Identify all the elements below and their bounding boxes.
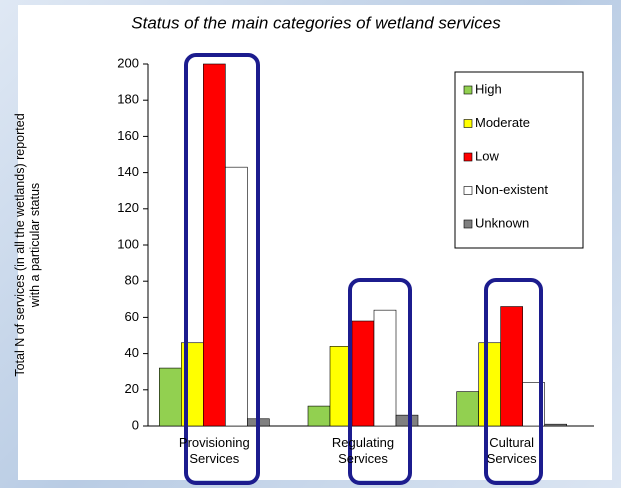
bar (225, 166, 248, 427)
highlight-box (348, 278, 412, 485)
bar (478, 342, 501, 427)
y-tick-label: 60 (125, 309, 139, 324)
legend-label: Non-existent (475, 182, 548, 197)
bar (373, 309, 397, 427)
y-tick-label: 160 (117, 128, 139, 143)
y-tick-label: 200 (117, 55, 139, 70)
highlight-box (484, 278, 543, 485)
x-tick-label: Cultural Services (486, 435, 537, 466)
chart-title: Status of the main categories of wetland… (131, 13, 501, 32)
y-tick-label: 180 (117, 92, 139, 107)
y-tick-label: 40 (125, 345, 139, 360)
y-axis-label-line: with a particular status (28, 182, 42, 308)
legend-swatch (463, 119, 473, 128)
legend-box (454, 71, 584, 249)
legend-swatch (463, 152, 473, 162)
legend-label: Low (475, 148, 499, 163)
highlights (184, 53, 543, 485)
y-axis-label-line: Total N of services (in all the wetlands… (13, 113, 27, 377)
bar (395, 414, 419, 427)
bar (203, 63, 226, 427)
x-tick-label: Regulating Services (331, 435, 395, 466)
legend-label: Unknown (475, 215, 529, 230)
y-tick-label: 100 (117, 236, 139, 251)
y-axis-label: Total N of services (in all the wetlands… (13, 55, 43, 435)
y-tick-label: 140 (117, 164, 139, 179)
bar (159, 367, 182, 427)
bar (456, 391, 479, 427)
bar (544, 423, 567, 427)
y-tick-label: 120 (117, 200, 139, 215)
bar (500, 306, 523, 427)
legend-swatch (463, 219, 473, 229)
y-tick-label: 0 (132, 417, 139, 432)
legend-label: High (475, 81, 502, 96)
legend-swatch (463, 186, 473, 195)
y-tick-label: 80 (125, 273, 139, 288)
legend-swatch (463, 85, 473, 95)
x-tick-label: Provisioning Services (178, 435, 250, 466)
y-tick-label: 20 (125, 381, 139, 396)
bar (307, 405, 331, 427)
legend-label: Moderate (475, 115, 530, 130)
highlight-box (184, 53, 260, 485)
bar (351, 320, 375, 427)
